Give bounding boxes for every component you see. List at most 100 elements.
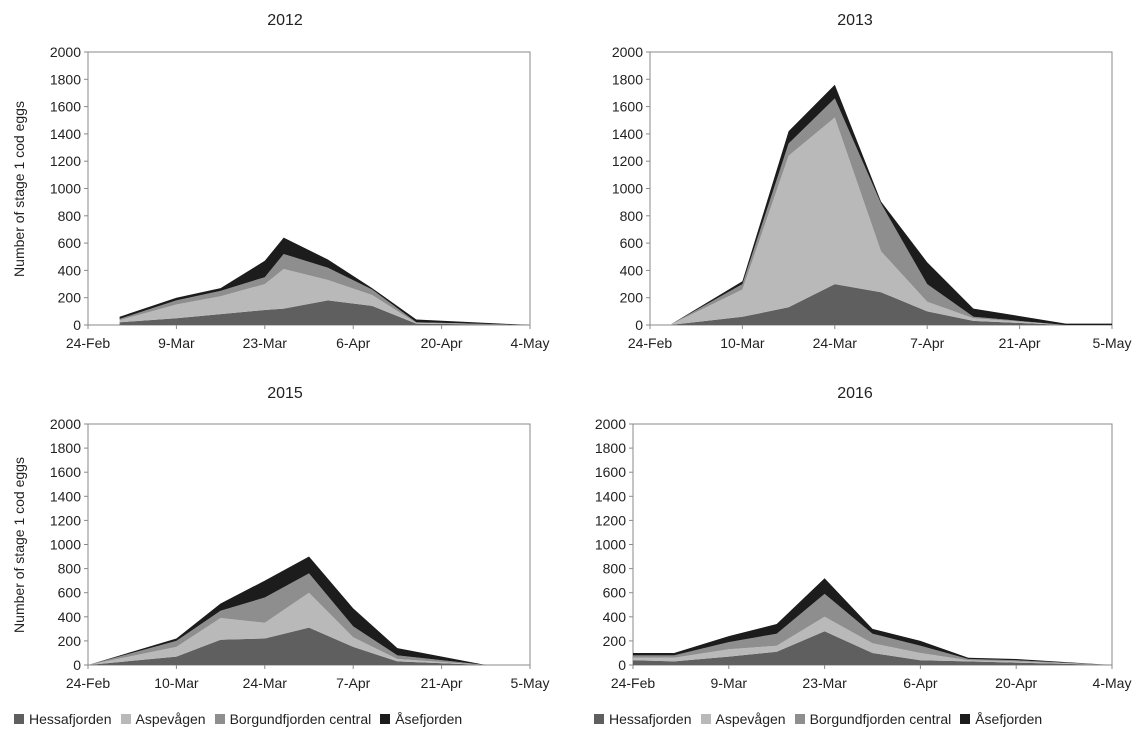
y-tick-label: 800: [620, 208, 644, 224]
chart-panel-2013: 0 200 400 600 800 1000 1200 1400 1600 1800 2000 24-…: [612, 12, 1132, 351]
chart-panel-2015: 0 200 400 600 800 1000 1200 1400 1600 1800 2000 24-…: [11, 385, 549, 691]
y-tick-label: 1400: [50, 126, 81, 142]
x-tick-label: 20-Apr: [995, 675, 1037, 691]
area-series-borgundfjorden-central: [88, 573, 530, 665]
x-tick-label: 21-Apr: [421, 675, 463, 691]
y-tick-label: 1400: [612, 126, 643, 142]
legend-swatch-borgundfjorden-central: [794, 714, 805, 724]
x-tick-label: 24-Feb: [628, 335, 673, 351]
area-series-aspev-gen: [669, 117, 1112, 325]
y-tick-label: 400: [620, 262, 644, 278]
y-tick-label: 400: [58, 609, 82, 625]
x-tick-label: 10-Mar: [154, 675, 199, 691]
chart-title: 2012: [267, 12, 303, 29]
x-tick-label: 24-Feb: [66, 675, 111, 691]
y-tick-label: 400: [58, 262, 82, 278]
legend-label: Åsefjorden: [395, 711, 463, 727]
y-tick-label: 1000: [50, 537, 81, 553]
y-tick-label: 200: [620, 290, 644, 306]
chart-panel-2012: 0 200 400 600 800 1000 1200 1400 1600 1800 2000 24-…: [11, 12, 549, 351]
y-tick-label: 600: [620, 235, 644, 251]
legend-right: Hessafjorden Aspevågen Borgundfjorden ce…: [594, 711, 1051, 727]
legend-swatch-aspevagen: [120, 714, 131, 724]
y-tick-label: 200: [603, 633, 627, 649]
chart-title: 2016: [837, 385, 873, 402]
x-tick-label: 4-May: [511, 335, 550, 351]
area-series-hessafjorden: [669, 284, 1112, 325]
area-series-hessafjorden: [633, 631, 1112, 665]
legend-label: Hessafjorden: [609, 711, 692, 727]
x-tick-label: 21-Apr: [999, 335, 1041, 351]
legend-item-aspevagen: Aspevågen: [120, 711, 206, 727]
x-tick-label: 23-Mar: [243, 335, 288, 351]
x-tick-label: 23-Mar: [802, 675, 847, 691]
y-tick-label: 800: [58, 561, 82, 577]
y-tick-label: 1200: [50, 512, 81, 528]
x-tick-label: 10-Mar: [720, 335, 765, 351]
x-tick-label: 6-Apr: [336, 335, 371, 351]
area-series-hessafjorden: [88, 627, 530, 665]
area-series-borgundfjorden-central: [633, 593, 1112, 665]
y-tick-label: 1600: [595, 464, 626, 480]
y-axis-label: Number of stage 1 cod eggs: [11, 457, 27, 633]
y-tick-label: 0: [73, 317, 81, 333]
y-tick-label: 0: [635, 317, 643, 333]
y-tick-label: 1000: [50, 181, 81, 197]
x-tick-label: 5-May: [511, 675, 550, 691]
x-tick-label: 9-Mar: [711, 675, 748, 691]
y-tick-label: 1000: [612, 181, 643, 197]
x-tick-label: 4-May: [1093, 675, 1132, 691]
y-tick-label: 1600: [50, 464, 81, 480]
x-tick-label: 5-May: [1093, 335, 1132, 351]
y-tick-label: 1800: [50, 440, 81, 456]
y-tick-label: 2000: [612, 44, 643, 60]
legend-label: Borgundfjorden central: [229, 711, 372, 727]
y-tick-label: 1200: [595, 512, 626, 528]
y-tick-label: 400: [603, 609, 627, 625]
area-series-aspev-gen: [119, 269, 530, 325]
x-tick-label: 9-Mar: [158, 335, 195, 351]
area-series-borgundfjorden-central: [669, 98, 1112, 326]
legend-label: Hessafjorden: [29, 711, 112, 727]
x-tick-label: 6-Apr: [903, 675, 938, 691]
y-tick-label: 0: [618, 657, 626, 673]
y-tick-label: 1600: [50, 99, 81, 115]
y-tick-label: 1200: [612, 153, 643, 169]
x-tick-label: 24-Feb: [66, 335, 111, 351]
legend-swatch-borgundfjorden-central: [214, 714, 225, 724]
legend-left: Hessafjorden Aspevågen Borgundfjorden ce…: [14, 711, 471, 727]
legend-label: Aspevågen: [715, 711, 786, 727]
y-tick-label: 600: [58, 585, 82, 601]
y-tick-label: 200: [58, 290, 82, 306]
legend-item-borgundfjorden-central: Borgundfjorden central: [214, 711, 372, 727]
x-tick-label: 24-Mar: [813, 335, 858, 351]
y-tick-label: 2000: [50, 44, 81, 60]
legend-item-asefjorden: Åsefjorden: [960, 711, 1042, 727]
legend-item-aspevagen: Aspevågen: [700, 711, 786, 727]
area-series-aspev-gen: [633, 616, 1112, 665]
x-tick-label: 24-Feb: [611, 675, 656, 691]
legend-item-asefjorden: Åsefjorden: [380, 711, 462, 727]
legend-swatch-hessafjorden: [594, 714, 604, 724]
y-tick-label: 1600: [612, 99, 643, 115]
y-axis-label: Number of stage 1 cod eggs: [11, 101, 27, 277]
y-tick-label: 1400: [50, 488, 81, 504]
y-tick-label: 1800: [50, 71, 81, 87]
legend-item-hessafjorden: Hessafjorden: [14, 711, 112, 727]
y-tick-label: 800: [603, 561, 627, 577]
x-tick-label: 24-Mar: [243, 675, 288, 691]
y-tick-label: 800: [58, 208, 82, 224]
y-tick-label: 200: [58, 633, 82, 649]
y-tick-label: 0: [73, 657, 81, 673]
legend-swatch-hessafjorden: [14, 714, 24, 724]
y-tick-label: 1800: [595, 440, 626, 456]
legend-swatch-aspevagen: [700, 714, 711, 724]
x-tick-label: 7-Apr: [910, 335, 945, 351]
y-tick-label: 2000: [50, 416, 81, 432]
legend-label: Åsefjorden: [975, 711, 1043, 727]
x-tick-label: 7-Apr: [336, 675, 371, 691]
plot-area: [632, 423, 1113, 666]
y-tick-label: 600: [58, 235, 82, 251]
legend-swatch-asefjorden: [380, 714, 391, 724]
area-series-aspev-gen: [88, 592, 530, 665]
